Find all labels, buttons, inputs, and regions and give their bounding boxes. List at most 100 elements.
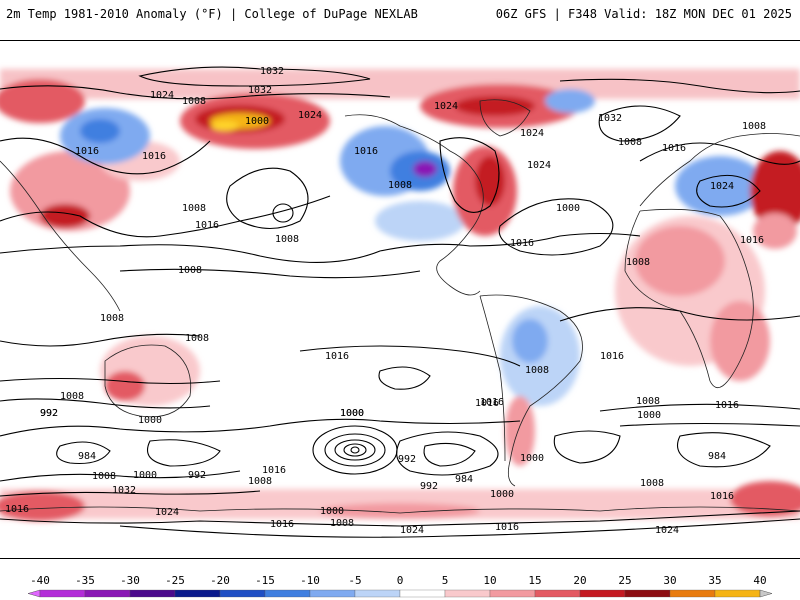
legend-swatch bbox=[534, 589, 581, 598]
legend-swatch bbox=[309, 589, 356, 598]
isobar-label: 984 bbox=[708, 451, 726, 462]
legend-swatch bbox=[129, 589, 176, 598]
legend-tick-label: 25 bbox=[618, 574, 631, 587]
legend-canvas: -40 -35 -30 -25 -20 -15 -10 -5 0 5 10 15 20 25 30 35 40 bbox=[27, 574, 773, 598]
warm-anomaly-region bbox=[635, 226, 725, 296]
isobar-label: 1008 bbox=[330, 518, 354, 529]
isobar-label: 1016 bbox=[662, 143, 686, 154]
isobar-label: 1016 bbox=[325, 351, 349, 362]
isobar-label: 992 bbox=[398, 454, 416, 465]
greenland-coast bbox=[479, 99, 531, 137]
isobar-label: 1016 bbox=[715, 400, 739, 411]
europe-coast bbox=[639, 133, 800, 207]
cold-anomaly-region bbox=[675, 156, 765, 216]
isobar-label: 1000 bbox=[490, 489, 514, 500]
isobar-label: 1016 bbox=[354, 146, 378, 157]
north-america-coast bbox=[344, 114, 484, 296]
isobar bbox=[0, 418, 521, 437]
isobar-label: 1008 bbox=[275, 234, 299, 245]
isobar-label: 1008 bbox=[92, 471, 116, 482]
legend-swatch bbox=[264, 589, 311, 598]
isobar-label: 1008 bbox=[60, 391, 84, 402]
legend-swatch bbox=[714, 589, 761, 598]
isobar-label: 1016 bbox=[740, 235, 764, 246]
isobar bbox=[378, 366, 431, 390]
isobar-label: 1024 bbox=[527, 160, 551, 171]
antarctica-coast bbox=[0, 506, 800, 514]
isobar-label: 1008 bbox=[388, 180, 412, 191]
isobar-label: 1008 bbox=[248, 476, 272, 487]
isobar-label: 1016 bbox=[270, 519, 294, 530]
isobar-label: 1000 bbox=[133, 470, 157, 481]
australia-coast bbox=[104, 344, 192, 418]
isobar bbox=[619, 422, 800, 427]
legend-tick-label: 10 bbox=[483, 574, 496, 587]
isobar-label: 1032 bbox=[112, 485, 136, 496]
isobar-label: 1000 bbox=[637, 410, 661, 421]
isobar-label: 1008 bbox=[742, 121, 766, 132]
isobar-label: 1000 bbox=[520, 453, 544, 464]
legend-tick-label: -5 bbox=[348, 574, 361, 587]
warm-anomaly-region bbox=[455, 96, 535, 116]
isobar-label: 1024 bbox=[400, 525, 424, 536]
isobar bbox=[119, 268, 421, 279]
isobar-label: 1000 bbox=[138, 415, 162, 426]
anomaly-map: 1032 1024 1008 1000 1024 1032 1024 1032 … bbox=[0, 40, 800, 559]
isobar bbox=[343, 443, 367, 457]
isobar-label: 1016 bbox=[510, 238, 534, 249]
legend-tick-label: -15 bbox=[255, 574, 275, 587]
isobar-label: 1016 bbox=[600, 351, 624, 362]
isobar-label: 1016 bbox=[475, 398, 499, 409]
map-title: 2m Temp 1981-2010 Anomaly (°F) | College… bbox=[6, 7, 418, 21]
isobar-label: 1008 bbox=[185, 333, 209, 344]
isobar bbox=[599, 403, 800, 412]
isobar bbox=[676, 432, 771, 468]
warm-anomaly-region bbox=[753, 213, 797, 249]
legend-tick-label: -30 bbox=[120, 574, 140, 587]
isobar bbox=[324, 433, 386, 467]
warm-anomaly-region bbox=[710, 301, 770, 381]
isobar-label: 1008 bbox=[525, 365, 549, 376]
isobar bbox=[696, 174, 761, 208]
legend-bar bbox=[27, 589, 773, 598]
warm-anomaly-region bbox=[105, 371, 145, 401]
isobar-label: 1008 bbox=[618, 137, 642, 148]
isobar bbox=[0, 490, 261, 497]
isobar bbox=[598, 105, 681, 142]
legend-tick-label: 5 bbox=[442, 574, 449, 587]
isobar-labels: 1032 1024 1008 1000 1024 1032 1024 1032 … bbox=[5, 66, 766, 536]
isobar bbox=[226, 167, 309, 229]
warm-anomaly-region bbox=[320, 503, 480, 519]
isobar-label: 1008 bbox=[182, 96, 206, 107]
isobar bbox=[498, 198, 614, 256]
isobar bbox=[146, 439, 221, 467]
isobar-label: 992 bbox=[40, 408, 58, 419]
isobar-label: 1024 bbox=[150, 90, 174, 101]
legend-high-arrow bbox=[759, 589, 773, 598]
isobar-label: 984 bbox=[455, 474, 473, 485]
legend-low-arrow bbox=[27, 589, 41, 598]
isobar-label: 1016 bbox=[75, 146, 99, 157]
isobar bbox=[0, 510, 800, 527]
isobar bbox=[0, 470, 241, 482]
legend-swatch bbox=[84, 589, 131, 598]
coastlines bbox=[0, 99, 800, 514]
isobar-label: 1000 bbox=[320, 506, 344, 517]
isobar bbox=[396, 431, 499, 476]
isobar-label: 1016 bbox=[495, 522, 519, 533]
isobar bbox=[119, 518, 800, 538]
legend-swatch bbox=[624, 589, 671, 598]
isobar-label: 1008 bbox=[178, 265, 202, 276]
isobar bbox=[0, 398, 211, 409]
legend-tick-label: -20 bbox=[210, 574, 230, 587]
isobar bbox=[559, 78, 800, 94]
isobar bbox=[439, 137, 500, 213]
isobar bbox=[553, 430, 621, 464]
isobar-label: 992 bbox=[420, 481, 438, 492]
legend-tick-label: -25 bbox=[165, 574, 185, 587]
model-valid-time: 06Z GFS | F348 Valid: 18Z MON DEC 01 202… bbox=[495, 7, 792, 21]
legend-swatch bbox=[489, 589, 536, 598]
isobar-label: 1008 bbox=[182, 203, 206, 214]
legend-swatch bbox=[669, 589, 716, 598]
warm-anomaly-region bbox=[40, 204, 90, 228]
